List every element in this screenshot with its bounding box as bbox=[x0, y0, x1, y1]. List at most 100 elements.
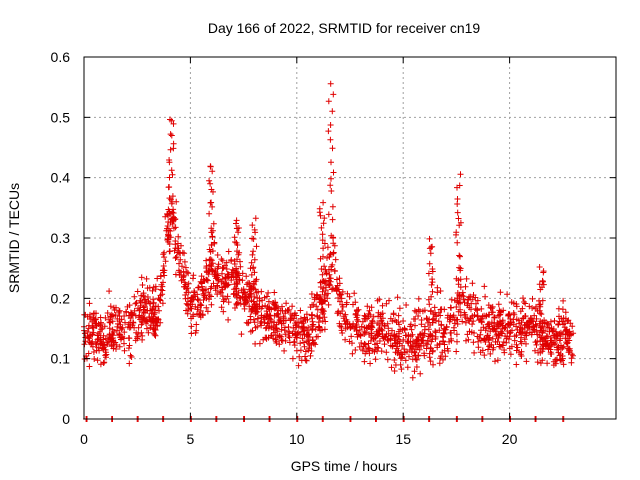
data-point bbox=[218, 304, 225, 311]
data-point bbox=[325, 281, 332, 287]
data-point bbox=[181, 258, 188, 265]
data-point bbox=[230, 291, 237, 298]
data-point bbox=[474, 333, 481, 340]
data-point bbox=[325, 301, 332, 308]
data-point bbox=[343, 299, 350, 306]
peak-point bbox=[538, 311, 545, 318]
data-point bbox=[533, 341, 540, 348]
data-point bbox=[467, 315, 474, 321]
data-point bbox=[139, 282, 146, 288]
data-point bbox=[215, 277, 222, 284]
data-point bbox=[544, 360, 551, 367]
data-point bbox=[192, 329, 199, 336]
data-point bbox=[304, 333, 311, 340]
data-point bbox=[551, 341, 557, 348]
data-point bbox=[383, 300, 390, 307]
data-point bbox=[223, 266, 230, 272]
data-point bbox=[106, 333, 113, 340]
peak-point bbox=[454, 196, 461, 202]
data-point bbox=[218, 289, 225, 296]
data-point bbox=[321, 326, 328, 333]
data-point bbox=[376, 321, 382, 328]
data-point bbox=[106, 325, 113, 332]
peak-point bbox=[536, 297, 542, 304]
data-point bbox=[366, 345, 373, 352]
data-point bbox=[218, 278, 225, 285]
peak-point bbox=[208, 257, 215, 264]
data-point bbox=[240, 301, 247, 308]
data-point bbox=[486, 311, 493, 318]
data-point bbox=[171, 225, 177, 232]
data-point bbox=[383, 349, 390, 356]
data-point bbox=[566, 337, 573, 344]
data-point bbox=[283, 300, 290, 307]
data-point bbox=[421, 350, 428, 357]
peak-point bbox=[454, 239, 461, 246]
data-point bbox=[482, 327, 489, 334]
data-point bbox=[139, 332, 146, 339]
peak-point bbox=[234, 281, 241, 288]
data-point bbox=[389, 343, 396, 350]
peak-point bbox=[330, 250, 337, 257]
data-point bbox=[412, 352, 419, 359]
data-point bbox=[91, 310, 98, 317]
peak-point bbox=[234, 274, 241, 281]
data-point bbox=[482, 339, 489, 345]
data-point bbox=[481, 335, 488, 342]
data-point bbox=[181, 250, 188, 257]
peak-point bbox=[328, 159, 334, 166]
data-point bbox=[514, 344, 521, 351]
data-point bbox=[461, 309, 468, 316]
data-point bbox=[279, 303, 285, 310]
data-point bbox=[513, 341, 520, 348]
peak-point bbox=[208, 186, 215, 193]
peak-point bbox=[537, 324, 544, 331]
data-point bbox=[177, 256, 184, 263]
data-point bbox=[328, 286, 335, 293]
data-point bbox=[367, 360, 374, 367]
data-point bbox=[498, 320, 505, 327]
data-point bbox=[160, 263, 167, 269]
data-point bbox=[482, 293, 489, 300]
data-point bbox=[557, 357, 564, 364]
data-point bbox=[270, 335, 277, 342]
data-point bbox=[518, 348, 525, 355]
data-point bbox=[131, 307, 138, 314]
data-point bbox=[564, 340, 570, 347]
peak-point bbox=[536, 264, 543, 270]
data-point bbox=[471, 349, 478, 356]
data-point bbox=[324, 295, 331, 302]
data-point bbox=[332, 256, 339, 263]
data-point bbox=[297, 340, 304, 347]
data-point bbox=[219, 270, 225, 277]
data-point bbox=[519, 315, 526, 322]
data-point bbox=[371, 348, 378, 355]
data-point bbox=[285, 307, 292, 313]
data-point bbox=[403, 332, 410, 339]
data-point bbox=[556, 313, 562, 320]
data-point bbox=[86, 363, 93, 370]
data-point bbox=[212, 268, 219, 275]
y-tick-label: 0.1 bbox=[51, 351, 71, 367]
data-point bbox=[248, 290, 255, 297]
y-tick-label: 0.6 bbox=[51, 49, 71, 65]
data-point bbox=[415, 313, 422, 319]
data-point bbox=[133, 299, 140, 306]
data-point bbox=[497, 309, 504, 316]
data-point bbox=[188, 295, 195, 302]
data-point bbox=[432, 328, 439, 335]
data-point bbox=[447, 312, 454, 319]
data-point bbox=[311, 296, 318, 303]
data-point bbox=[194, 311, 200, 317]
peak-point bbox=[329, 108, 336, 115]
data-point bbox=[170, 206, 177, 213]
peak-point bbox=[319, 231, 326, 238]
peak-point bbox=[327, 182, 334, 189]
data-point bbox=[126, 312, 133, 319]
data-point bbox=[497, 328, 504, 335]
peak-point bbox=[166, 174, 173, 181]
data-point bbox=[435, 318, 442, 325]
peak-point bbox=[457, 267, 464, 274]
data-point bbox=[208, 283, 215, 290]
y-tick-label: 0.4 bbox=[51, 170, 71, 186]
